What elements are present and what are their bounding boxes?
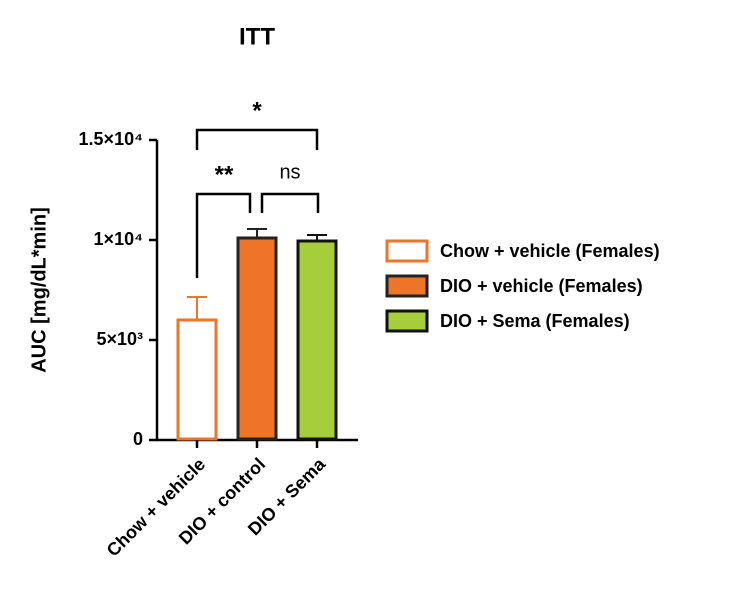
significance-label: ns: [279, 161, 300, 183]
significance-label: *: [252, 97, 262, 124]
y-tick-label: 1×10⁴: [94, 229, 143, 249]
y-axis-label: AUC [mg/dL*min]: [28, 207, 50, 373]
legend-label: DIO + Sema (Females): [440, 311, 630, 331]
bar: [236, 236, 278, 441]
significance-bracket: [260, 192, 320, 213]
legend-swatch: [385, 309, 429, 333]
x-tick-label: Chow + vehicle: [103, 454, 209, 560]
significance-bracket: [195, 128, 319, 150]
significance-label: **: [215, 161, 234, 188]
y-tick-label: 5×10³: [96, 329, 143, 349]
legend-label: Chow + vehicle (Females): [440, 241, 660, 261]
legend-label: DIO + vehicle (Females): [440, 276, 643, 296]
chart-title: ITT: [239, 23, 275, 50]
bar: [296, 239, 338, 441]
legend-swatch: [385, 274, 429, 298]
legend-swatch: [385, 239, 429, 263]
bar: [176, 318, 218, 441]
y-tick-label: 1.5×10⁴: [79, 129, 143, 149]
y-tick-label: 0: [133, 429, 143, 449]
significance-bracket: [195, 192, 252, 278]
